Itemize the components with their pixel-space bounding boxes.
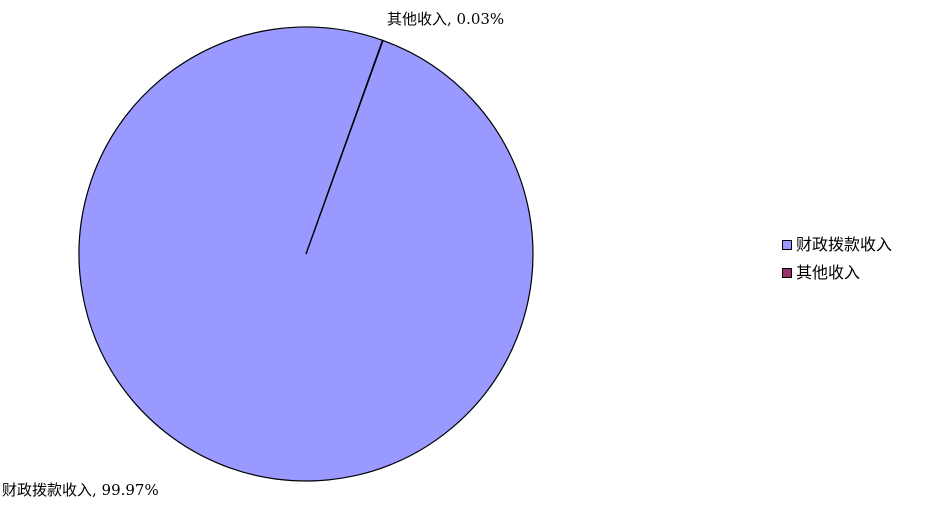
legend-item-fiscal-appropriation: 财政拨款收入 — [782, 231, 892, 259]
legend-label-other-income: 其他收入 — [796, 263, 861, 282]
data-label-other-income: 其他收入, 0.03% — [387, 10, 505, 28]
legend-swatch-other-income — [782, 268, 792, 278]
legend-item-other-income: 其他收入 — [782, 259, 892, 287]
pie-slice-other-income — [305, 39, 384, 255]
legend: 财政拨款收入 其他收入 — [782, 231, 892, 287]
legend-swatch-fiscal-appropriation — [782, 240, 792, 250]
data-label-fiscal-appropriation: 财政拨款收入, 99.97% — [2, 481, 159, 499]
legend-label-fiscal-appropriation: 财政拨款收入 — [796, 235, 893, 254]
